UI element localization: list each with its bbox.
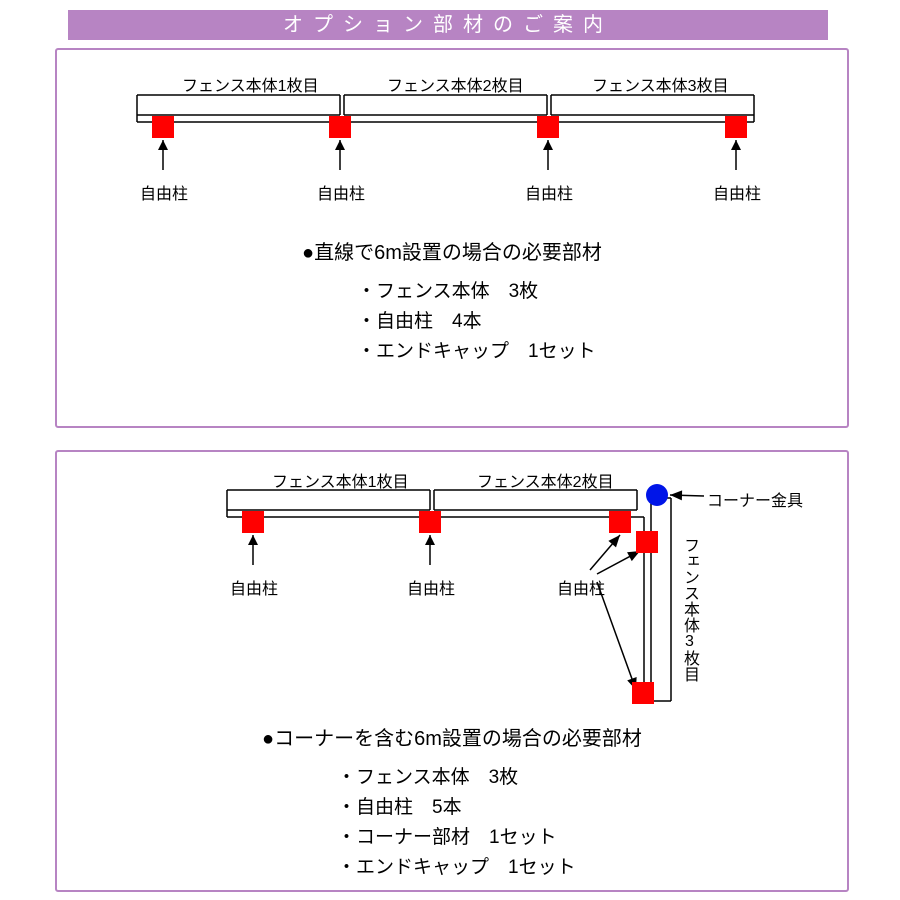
post-marker-1 <box>152 116 174 138</box>
panel1-heading: ●直線で6m設置の場合の必要部材 <box>302 236 602 265</box>
fence-segment-label-1: フェンス本体1枚目 <box>272 468 409 492</box>
panel2-bullet-4: ・エンドキャップ 1セット <box>337 852 576 879</box>
post-marker-3 <box>537 116 559 138</box>
fence-segment-label-1: フェンス本体1枚目 <box>182 72 319 96</box>
post-label-1: 自由柱 <box>230 575 278 599</box>
post-marker-2 <box>329 116 351 138</box>
fence-segment-label-2: フェンス本体2枚目 <box>387 72 524 96</box>
panel2-bullet-2: ・自由柱 5本 <box>337 792 462 819</box>
panel1-bullet-2: ・自由柱 4本 <box>357 306 482 333</box>
post-marker-1 <box>242 511 264 533</box>
panel1-bullet-3: ・エンドキャップ 1セット <box>357 336 596 363</box>
panel2-bullet-1: ・フェンス本体 3枚 <box>337 762 518 789</box>
post-label-2: 自由柱 <box>407 575 455 599</box>
panel-straight: フェンス本体1枚目 フェンス本体2枚目 フェンス本体3枚目自由柱 自由柱 自由柱 自由柱 ●… <box>55 48 849 428</box>
post-marker-2 <box>419 511 441 533</box>
corner-fitting-marker <box>646 484 668 506</box>
post-marker-4 <box>725 116 747 138</box>
post-marker-3 <box>609 511 631 533</box>
corner-fitting-label: コーナー金具 <box>707 487 803 511</box>
post-label-4: 自由柱 <box>713 180 761 204</box>
post-marker-4 <box>636 531 658 553</box>
fence-segment-label-3: フェンス本体3枚目 <box>592 72 729 96</box>
post-label-3: 自由柱 <box>557 575 605 599</box>
post-label-2: 自由柱 <box>317 180 365 204</box>
panel1-bullet-1: ・フェンス本体 3枚 <box>357 276 538 303</box>
panel-corner: フェンス本体1枚目 フェンス本体2枚目フェンス本体3枚目 コーナー金具自由柱 自由柱 自… <box>55 450 849 892</box>
post-label-1: 自由柱 <box>140 180 188 204</box>
fence-segment-label-2: フェンス本体2枚目 <box>477 468 614 492</box>
post-label-3: 自由柱 <box>525 180 573 204</box>
panel2-heading: ●コーナーを含む6m設置の場合の必要部材 <box>262 722 642 751</box>
panel2-bullet-3: ・コーナー部材 1セット <box>337 822 557 849</box>
post-marker-5 <box>632 682 654 704</box>
fence-segment-label-3: フェンス本体3枚目 <box>677 537 701 682</box>
title-bar: オプション部材のご案内 <box>68 10 828 40</box>
